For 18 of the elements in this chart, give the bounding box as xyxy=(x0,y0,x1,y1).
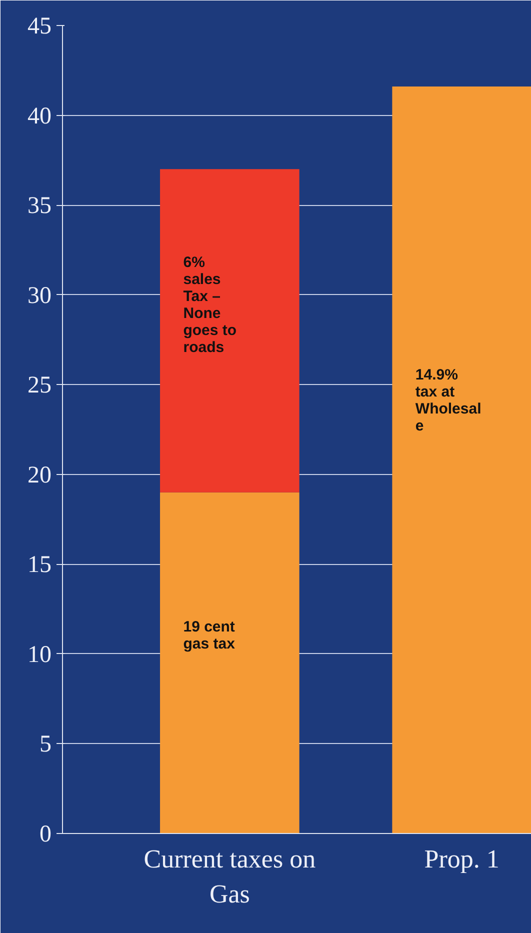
y-tick-label: 20 xyxy=(28,462,52,488)
y-tick-label: 5 xyxy=(40,732,52,758)
bar xyxy=(160,492,300,834)
bar xyxy=(392,86,531,834)
y-tick-label: 30 xyxy=(28,282,52,309)
annotation: 6% sales Tax – None goes to roads xyxy=(183,254,237,356)
x-tick-label: Prop. 1 xyxy=(424,844,500,874)
bar xyxy=(160,169,300,492)
annotation: 19 cent gas tax xyxy=(183,618,236,653)
x-tick-label: Current taxes on Gas xyxy=(144,844,316,908)
y-tick-label: 40 xyxy=(28,103,52,130)
y-tick-label: 35 xyxy=(28,193,52,220)
y-tick-label: 15 xyxy=(28,552,52,578)
y-tick-label: 0 xyxy=(40,822,52,848)
y-tick-label: 25 xyxy=(28,372,52,399)
annotation: 14.9% tax at Wholesal e xyxy=(415,366,482,434)
y-tick-label: 45 xyxy=(28,14,52,40)
y-tick-label: 10 xyxy=(28,642,52,668)
